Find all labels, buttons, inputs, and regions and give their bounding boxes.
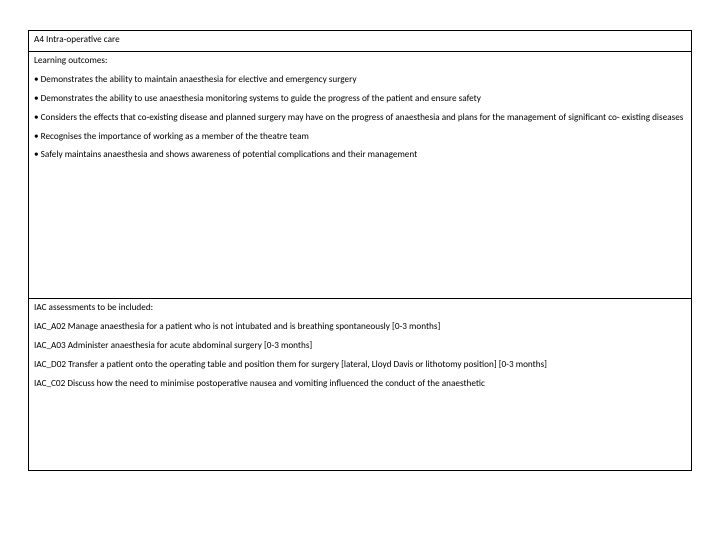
outcome-bullet: • Demonstrates the ability to maintain a… (34, 74, 686, 87)
learning-outcomes-cell: Learning outcomes: • Demonstrates the ab… (29, 52, 692, 299)
section-title: A4 Intra-operative care (34, 34, 120, 45)
assessment-item: IAC_A03 Administer anaesthesia for acute… (34, 340, 686, 353)
document-table: A4 Intra-operative care Learning outcome… (28, 30, 692, 471)
outcome-bullet: • Demonstrates the ability to use anaest… (34, 93, 686, 106)
assessment-item: IAC_D02 Transfer a patient onto the oper… (34, 359, 686, 372)
outcome-bullet: • Recognises the importance of working a… (34, 131, 686, 144)
outcome-bullet: • Considers the effects that co-existing… (34, 112, 686, 125)
assessment-item: IAC_C02 Discuss how the need to minimise… (34, 378, 686, 391)
assessments-cell: IAC assessments to be included: IAC_A02 … (29, 299, 692, 471)
outcomes-heading: Learning outcomes: (34, 55, 686, 68)
section-title-cell: A4 Intra-operative care (29, 31, 692, 52)
assessment-item: IAC_A02 Manage anaesthesia for a patient… (34, 321, 686, 334)
assessments-heading: IAC assessments to be included: (34, 302, 686, 315)
outcome-bullet: • Safely maintains anaesthesia and shows… (34, 149, 686, 162)
